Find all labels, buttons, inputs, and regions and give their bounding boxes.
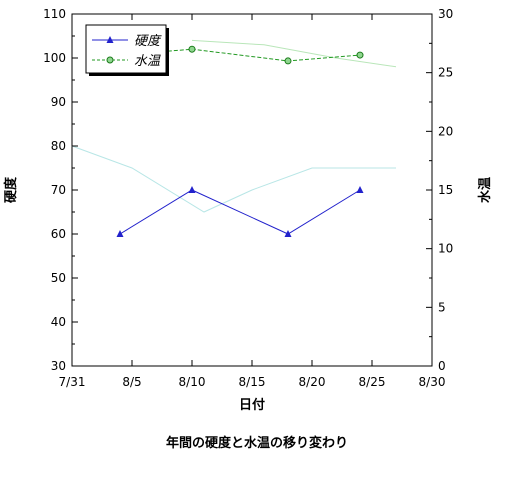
y-right-tick-label-5: 25 — [438, 66, 453, 80]
y-right-tick-label-1: 5 — [438, 300, 446, 314]
x-axis-title: 日付 — [239, 397, 265, 413]
y-right-tick-label-6: 30 — [438, 7, 453, 21]
y-axis-title-right: 水温 — [477, 177, 493, 203]
y-left-tick-label-3: 60 — [51, 227, 66, 241]
y-left-tick-label-4: 70 — [51, 183, 66, 197]
series-line-0 — [119, 189, 361, 235]
y-left-tick-label-8: 110 — [43, 7, 66, 21]
y-left-tick-label-0: 30 — [51, 359, 66, 373]
y-left-tick-label-5: 80 — [51, 139, 66, 153]
x-tick-label-6: 8/30 — [419, 375, 446, 389]
y-left-tick-label-7: 100 — [43, 51, 66, 65]
x-tick-label-2: 8/10 — [179, 375, 206, 389]
legend: 硬度 水温 — [85, 24, 169, 76]
legend-marker-temp — [106, 56, 114, 64]
x-tick-label-0: 7/31 — [59, 375, 86, 389]
series-0-point-0 — [116, 230, 124, 237]
legend-box — [85, 24, 167, 74]
series-0-point-2 — [284, 230, 292, 237]
x-tick-label-1: 8/5 — [122, 375, 141, 389]
x-tick-label-5: 8/25 — [359, 375, 386, 389]
chart-caption: 年間の硬度と水温の移り変わり — [166, 435, 348, 451]
y-left-tick-label-1: 40 — [51, 315, 66, 329]
y-left-tick-label-2: 50 — [51, 271, 66, 285]
background-line-1 — [191, 39, 397, 68]
y-left-tick-label-6: 90 — [51, 95, 66, 109]
series-1-point-2 — [284, 57, 292, 65]
y-right-tick-label-4: 20 — [438, 124, 453, 138]
legend-marker-hardness — [106, 36, 114, 43]
y-right-tick-label-2: 10 — [438, 242, 453, 256]
background-line-0 — [71, 145, 396, 213]
y-right-tick-label-3: 15 — [438, 183, 453, 197]
y-axis-title-left: 硬度 — [3, 176, 19, 203]
series-1-point-1 — [188, 45, 196, 53]
series-0-point-3 — [356, 186, 364, 193]
series-0-point-1 — [188, 186, 196, 193]
legend-label-hardness: 硬度 — [134, 34, 162, 49]
series-1-point-3 — [356, 51, 364, 59]
x-tick-label-3: 8/15 — [239, 375, 266, 389]
y-right-tick-label-0: 0 — [438, 359, 446, 373]
x-tick-label-4: 8/20 — [299, 375, 326, 389]
legend-label-temp: 水温 — [134, 54, 161, 69]
